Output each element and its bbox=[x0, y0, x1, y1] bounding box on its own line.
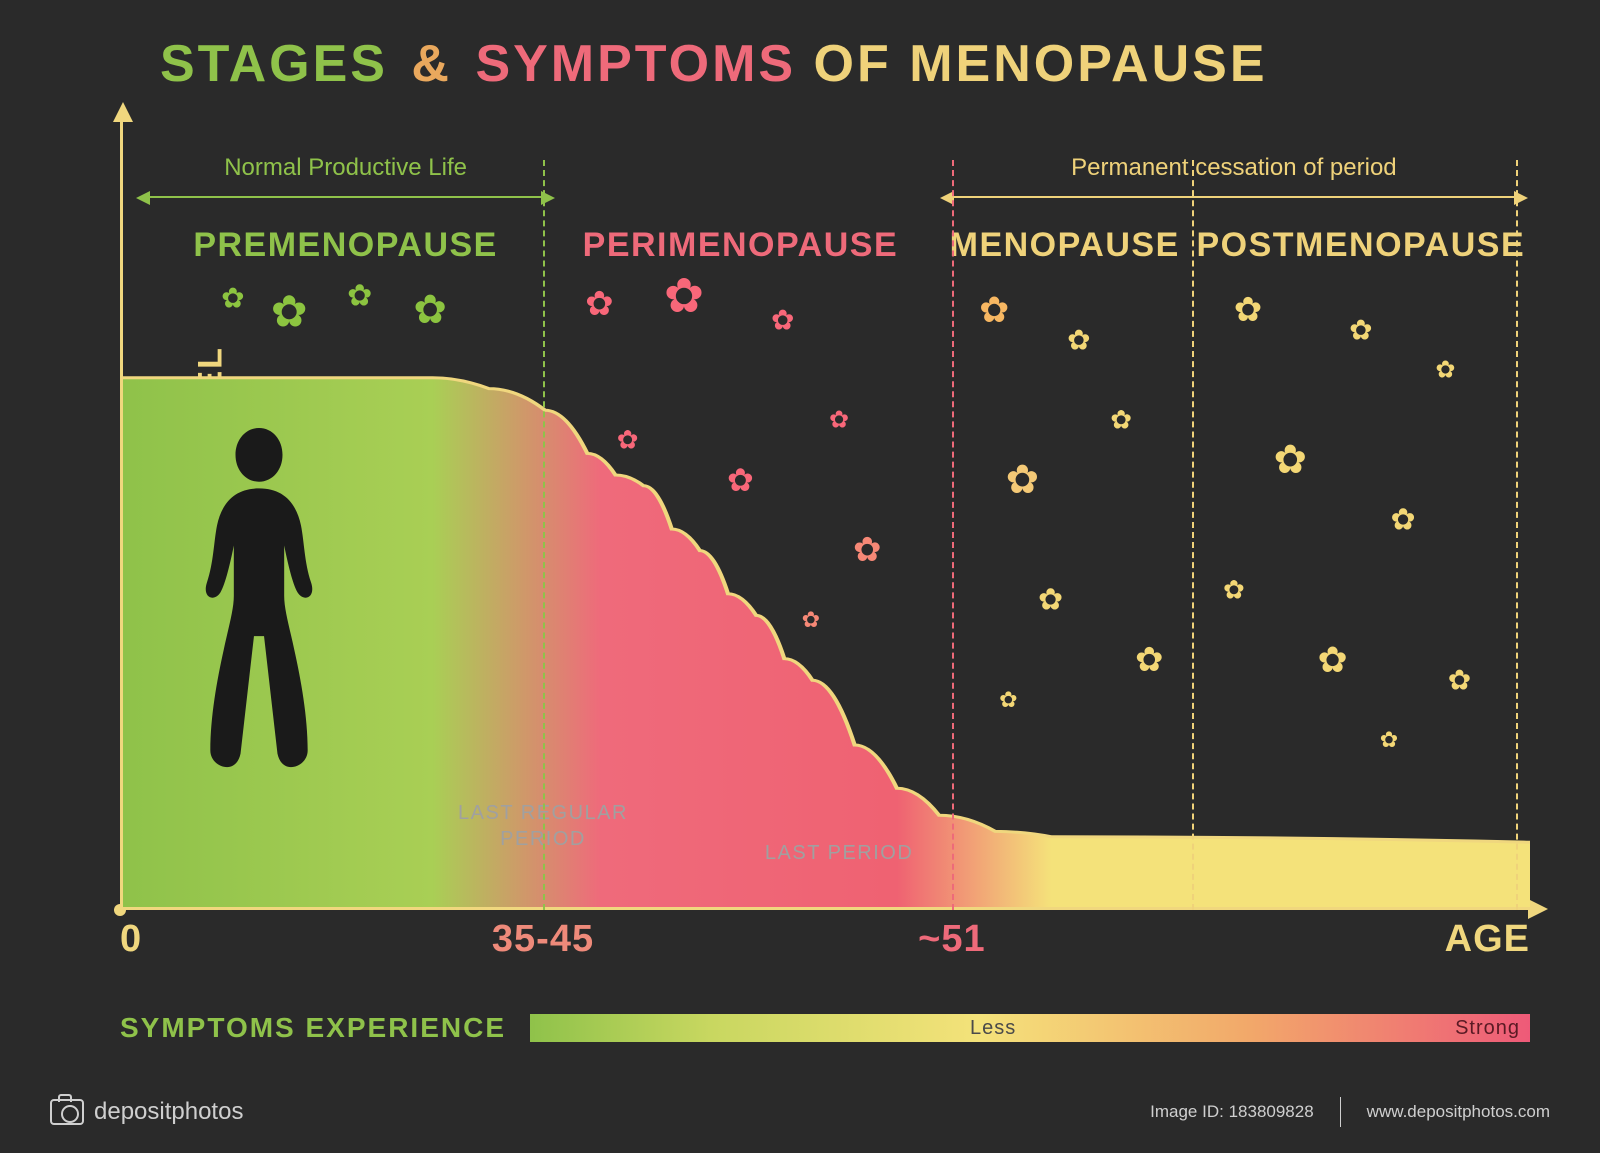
flower-icon: ✿ bbox=[771, 304, 794, 337]
flower-icon: ✿ bbox=[1234, 290, 1263, 330]
x-tick-label: ~51 bbox=[918, 918, 985, 961]
body-silhouette-icon bbox=[174, 428, 344, 898]
section-annotation: Normal Productive Life bbox=[148, 160, 543, 200]
chart-area: ESTROGEN LEVEL Normal Productive LifePer… bbox=[120, 120, 1530, 910]
image-id: Image ID: 183809828 bbox=[1150, 1102, 1314, 1122]
title-word-2: SYMPTOMS bbox=[475, 35, 796, 93]
flower-icon: ✿ bbox=[347, 279, 372, 314]
inline-annotation: LAST PERIOD bbox=[765, 840, 913, 866]
footer-separator bbox=[1340, 1097, 1341, 1127]
main-title: STAGES & SYMPTOMS OF MENOPAUSE bbox=[160, 34, 1540, 94]
flower-icon: ✿ bbox=[413, 287, 447, 333]
flower-icon: ✿ bbox=[1067, 324, 1090, 357]
stage-divider bbox=[543, 160, 545, 910]
x-tick-label: AGE bbox=[1445, 918, 1530, 961]
legend-strong-text: Strong bbox=[1455, 1017, 1520, 1040]
flower-icon: ✿ bbox=[271, 287, 308, 338]
section-annotation-text: Normal Productive Life bbox=[148, 154, 543, 182]
brand-name: depositphotos bbox=[94, 1098, 243, 1126]
stage-divider bbox=[1192, 160, 1194, 910]
camera-icon bbox=[50, 1099, 84, 1125]
x-tick-label: 0 bbox=[120, 918, 142, 961]
stage-divider bbox=[1516, 160, 1518, 910]
site-url: www.depositphotos.com bbox=[1367, 1102, 1550, 1122]
stage-label: PREMENOPAUSE bbox=[193, 226, 498, 265]
legend-less-text: Less bbox=[970, 1017, 1016, 1040]
title-ampersand: & bbox=[411, 35, 452, 93]
x-axis-ticks: 0 35-45 ~51 AGE bbox=[120, 918, 1530, 968]
brand-block: depositphotos bbox=[50, 1098, 243, 1126]
title-word-1: STAGES bbox=[160, 35, 388, 93]
section-annotation: Permanent cessation of period bbox=[952, 160, 1516, 200]
flower-icon: ✿ bbox=[979, 289, 1009, 331]
section-annotation-text: Permanent cessation of period bbox=[952, 154, 1516, 182]
footer: depositphotos Image ID: 183809828 www.de… bbox=[50, 1097, 1550, 1127]
flower-icon: ✿ bbox=[1349, 314, 1372, 347]
x-tick-label: 35-45 bbox=[492, 918, 594, 961]
stage-label: PERIMENOPAUSE bbox=[583, 226, 898, 265]
stage-label: MENOPAUSE bbox=[950, 226, 1180, 265]
flower-icon: ✿ bbox=[664, 268, 704, 324]
infographic-canvas: STAGES & SYMPTOMS OF MENOPAUSE ESTROGEN … bbox=[0, 0, 1600, 1153]
flower-icon: ✿ bbox=[585, 284, 614, 324]
x-axis bbox=[120, 907, 1530, 910]
symptoms-legend: SYMPTOMS EXPERIENCE Less Strong bbox=[120, 1006, 1530, 1050]
flower-icon: ✿ bbox=[221, 282, 244, 315]
title-word-4: MENOPAUSE bbox=[909, 35, 1267, 93]
stage-labels-row: PREMENOPAUSE PERIMENOPAUSE MENOPAUSE POSTME… bbox=[120, 226, 1530, 270]
legend-label: SYMPTOMS EXPERIENCE bbox=[120, 1012, 506, 1044]
stage-label: POSTMENOPAUSE bbox=[1196, 226, 1525, 265]
title-word-3: OF bbox=[814, 35, 892, 93]
legend-gradient-bar: Less Strong bbox=[530, 1014, 1530, 1042]
stage-divider bbox=[952, 160, 954, 910]
